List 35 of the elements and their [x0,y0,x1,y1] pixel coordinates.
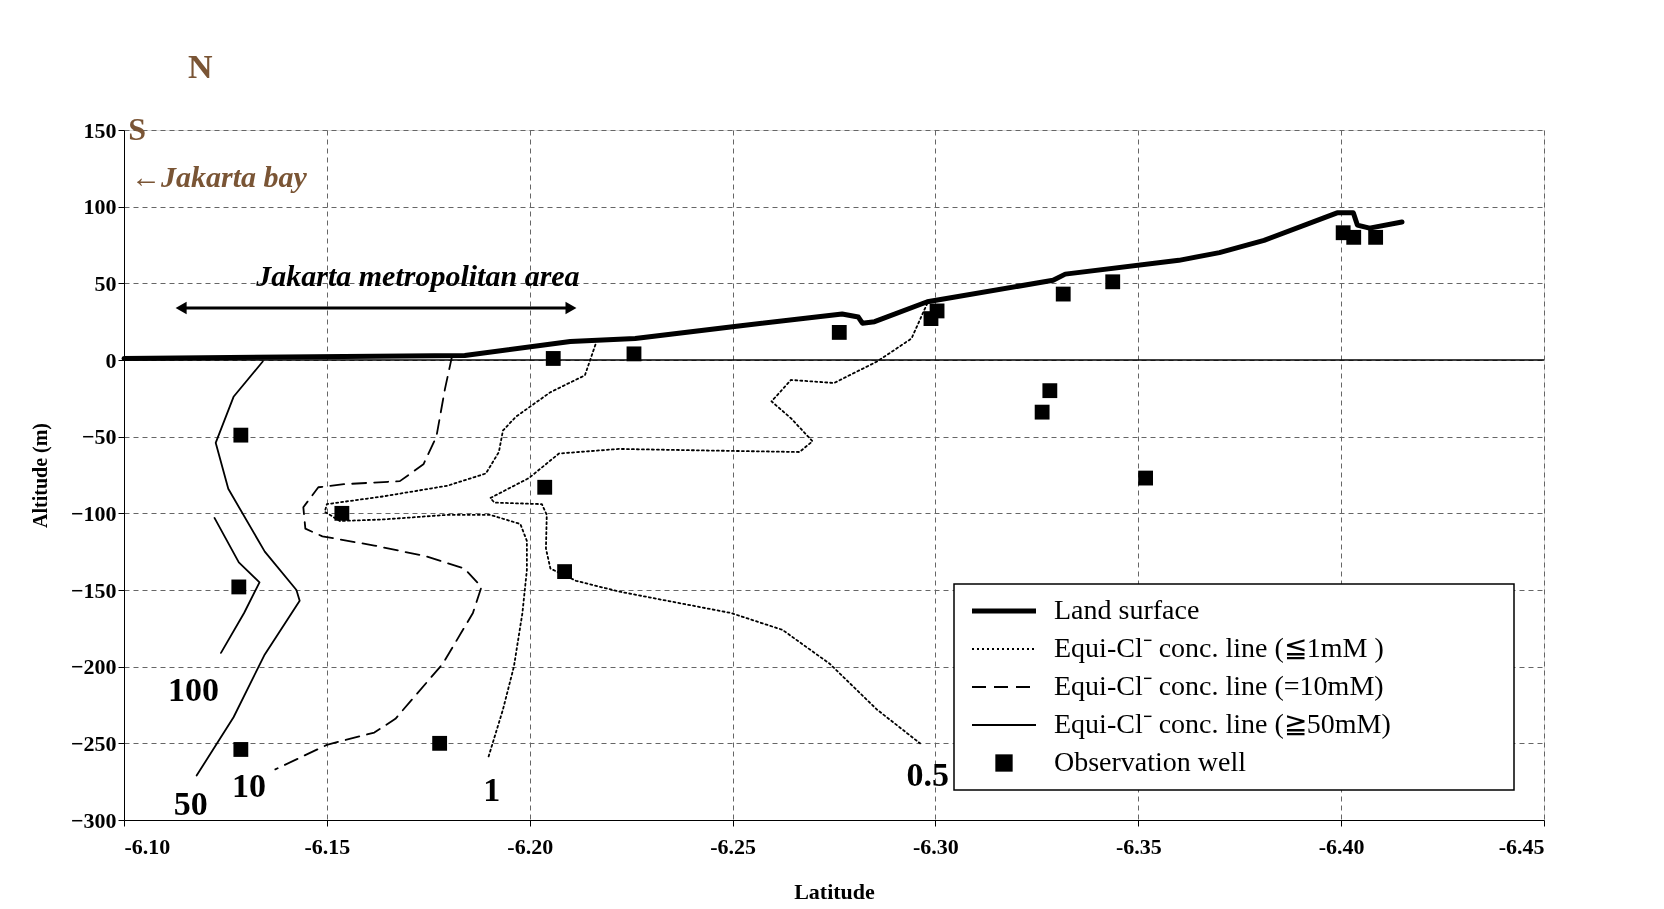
x-tick-label: -6.35 [1115,833,1162,859]
y-tick-label: −300 [70,807,117,833]
x-axis-title: Latitude [794,878,876,904]
y-tick-label: 50 [94,270,117,296]
x-tick-label: -6.15 [304,833,351,859]
x-tick-label: -6.10 [124,833,171,859]
y-tick-label: −200 [70,654,117,680]
text: N [187,47,213,85]
legend-label: Equi-Cl⁻ conc. line (=10mM) [1054,670,1384,701]
y-tick-label: −150 [70,577,117,603]
y-axis-title: Altitude (m) [28,423,52,528]
annotation: Jakarta metropolitan area [255,258,580,292]
annotation: ←Jakarta bay [131,160,308,194]
legend-label: Land surface [1054,594,1200,625]
annotation: 50 [173,784,208,822]
annotation: 10 [231,766,266,804]
legend-label: Equi-Cl⁻ conc. line (≦1mM ) [1054,632,1384,663]
annotation: 100 [168,670,220,708]
y-tick-label: 150 [83,117,117,143]
x-tick-label: -6.20 [507,833,554,859]
x-tick-label: -6.30 [913,833,959,859]
y-tick-label: −100 [70,500,117,526]
y-tick-label: −250 [70,730,117,756]
annotation: 0.5 [906,755,949,793]
y-tick-label: 100 [83,194,117,220]
x-tick-label: -6.45 [1498,833,1545,859]
y-tick-label: 0 [105,347,117,373]
annotation: S [128,111,147,147]
legend-label: Equi-Cl⁻ conc. line (≧50mM) [1054,708,1391,739]
annotation: 1 [483,771,501,809]
x-tick-label: -6.25 [710,833,756,859]
x-tick-label: -6.40 [1318,833,1365,859]
y-tick-label: −50 [81,424,117,450]
line-series [213,517,261,654]
legend-label: Observation well [1054,746,1247,777]
